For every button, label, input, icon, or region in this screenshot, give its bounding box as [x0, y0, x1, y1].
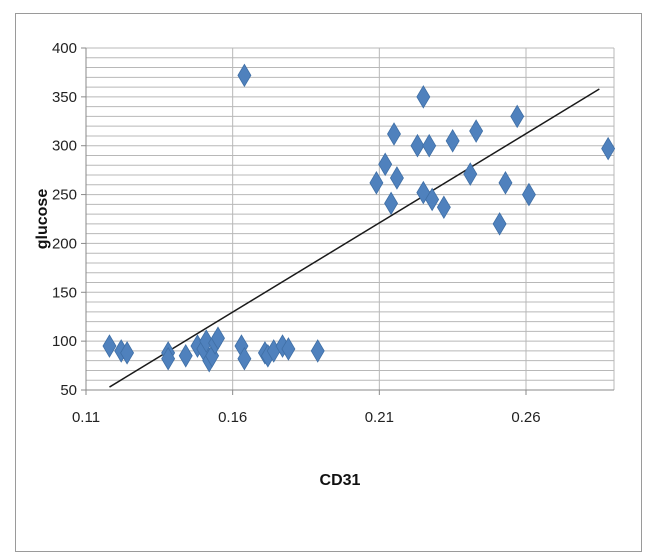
data-point: [601, 136, 616, 161]
data-point: [463, 162, 478, 186]
y-tick-label: 250: [52, 187, 77, 204]
data-point: [384, 191, 399, 216]
data-point: [498, 171, 513, 195]
data-point: [211, 326, 225, 350]
y-tick-label: 100: [52, 333, 77, 350]
data-point: [445, 129, 460, 153]
x-tick-label: 0.16: [218, 409, 247, 426]
y-tick-label: 50: [60, 382, 77, 399]
data-point: [387, 122, 401, 146]
data-point: [237, 63, 252, 88]
y-tick-label: 400: [52, 40, 77, 57]
x-axis-title: CD31: [320, 472, 361, 489]
data-point: [492, 212, 507, 236]
chart-frame: 50 100 150 200 250 300 350 400 0.11 0.16 0.21 0.26…: [15, 13, 642, 552]
x-tick-labels: 0.11 0.16 0.21 0.26: [72, 409, 541, 426]
data-point: [102, 334, 117, 358]
y-tick-label: 150: [52, 284, 77, 301]
data-point: [281, 337, 296, 361]
y-tick-label: 300: [52, 138, 77, 155]
data-point: [521, 182, 536, 207]
trendline: [109, 88, 600, 388]
y-axis-title: glucose: [34, 189, 51, 250]
x-tick-label: 0.26: [511, 409, 540, 426]
data-point: [416, 85, 431, 109]
data-point: [161, 346, 176, 371]
data-point: [369, 171, 384, 195]
data-point: [178, 344, 193, 368]
data-point: [436, 195, 451, 220]
scatter-chart: 50 100 150 200 250 300 350 400 0.11 0.16 0.21 0.26…: [34, 40, 616, 489]
y-tick-label: 200: [52, 235, 77, 252]
data-point: [378, 152, 393, 177]
x-tick-label: 0.11: [72, 409, 100, 426]
data-point: [199, 329, 214, 353]
data-points: [102, 63, 616, 373]
data-point: [425, 187, 440, 212]
x-tick-label: 0.21: [365, 409, 394, 426]
y-tick-label: 350: [52, 89, 77, 106]
y-tick-labels: 50 100 150 200 250 300 350 400: [52, 40, 77, 399]
axes: [81, 47, 614, 395]
data-point: [237, 346, 252, 371]
data-point: [510, 104, 525, 129]
data-point: [310, 339, 325, 363]
data-point: [469, 119, 484, 143]
trendline-path: [109, 88, 600, 388]
data-point: [120, 341, 135, 365]
grid-lines: [85, 47, 615, 391]
data-point: [389, 166, 404, 190]
data-point: [410, 133, 425, 158]
data-point: [422, 133, 437, 158]
